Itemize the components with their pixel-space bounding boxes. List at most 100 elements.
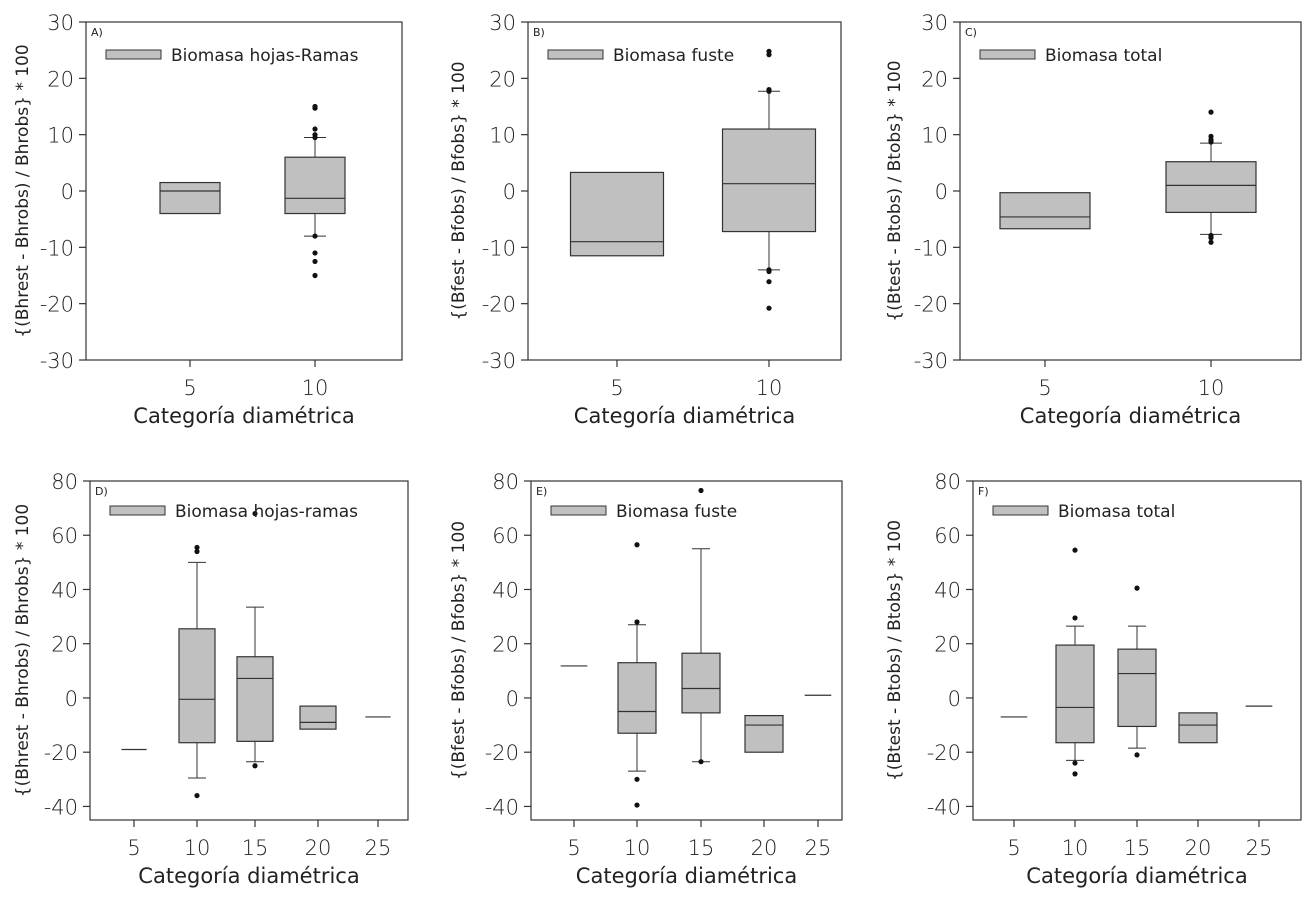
- y-tick-label: -20: [44, 741, 78, 765]
- outlier-point: [698, 487, 704, 494]
- legend-label: Biomasa total: [1045, 46, 1162, 66]
- y-tick-label: -30: [482, 349, 516, 373]
- box-15: [1117, 585, 1157, 758]
- outlier-point: [1072, 615, 1078, 621]
- y-tick-label: 20: [492, 633, 519, 657]
- box-body: [178, 628, 216, 744]
- y-tick-label: 60: [934, 524, 961, 548]
- x-tick-label: 5: [1038, 376, 1051, 400]
- y-axis-label: {(Bhrest - Bhrobs) / Bhrobs} * 100: [13, 504, 33, 797]
- box-body: [999, 192, 1091, 230]
- legend-label: Biomasa total: [1058, 502, 1175, 522]
- x-tick-label: 25: [1246, 836, 1273, 860]
- outlier-point: [312, 233, 318, 239]
- y-tick-label: 80: [492, 470, 519, 494]
- legend-swatch: [979, 49, 1036, 60]
- chart-panel-f: -40 -20 0 20 40 60 80 5 10 15 20 25 F) Biomasa total C…: [885, 470, 1302, 888]
- y-tick-label: 20: [934, 633, 961, 657]
- y-tick-label: -40: [927, 795, 961, 819]
- x-axis-label: Categoría diamétrica: [576, 864, 797, 888]
- outlier-point: [698, 759, 704, 765]
- legend-label: Biomasa hojas-ramas: [175, 502, 358, 522]
- box-body: [1165, 161, 1257, 214]
- y-tick-label: -40: [485, 795, 519, 819]
- x-tick-label: 15: [688, 836, 715, 860]
- outlier-point: [766, 305, 772, 311]
- y-tick-label: 80: [51, 470, 78, 494]
- chart-panel-e: -40 -20 0 20 40 60 80 5 10 15 20 25 E) Biomasa fuste C…: [449, 470, 843, 888]
- box-body: [569, 171, 665, 257]
- outlier-point: [194, 544, 200, 551]
- panel-tag: D): [95, 485, 108, 498]
- x-tick-label: 15: [242, 836, 269, 860]
- plot-frame: [89, 480, 409, 821]
- panel-tag: A): [91, 26, 103, 39]
- outlier-point: [1072, 547, 1078, 553]
- y-tick-label: -10: [482, 236, 516, 260]
- y-tick-label: -20: [914, 293, 948, 317]
- chart-panel-b: -30 -20 -10 0 10 20 30 5 10 B) Biomasa fuste Catego…: [449, 11, 842, 428]
- box-10: [178, 544, 216, 799]
- y-tick-label: 0: [61, 180, 74, 204]
- legend-label: Biomasa hojas-Ramas: [171, 46, 359, 66]
- y-tick-label: 30: [921, 11, 948, 35]
- y-tick-label: -10: [914, 236, 948, 260]
- outlier-point: [312, 105, 318, 111]
- box-body: [617, 662, 657, 734]
- y-tick-label: 80: [934, 470, 961, 494]
- y-tick-label: 0: [948, 687, 961, 711]
- x-axis-label: Categoría diamétrica: [138, 864, 359, 888]
- plot-frame: [530, 480, 843, 821]
- outlier-point: [312, 134, 318, 141]
- y-tick-label: 40: [492, 578, 519, 602]
- x-tick-label: 20: [1185, 836, 1212, 860]
- x-tick-label: 10: [1062, 836, 1089, 860]
- x-tick-label: 25: [805, 836, 832, 860]
- box-5: [159, 181, 221, 215]
- outlier-point: [1208, 235, 1214, 241]
- x-tick-label: 10: [756, 376, 783, 400]
- panel-tag: F): [978, 485, 989, 498]
- x-tick-label: 20: [305, 836, 332, 860]
- box-15: [681, 487, 721, 765]
- x-tick-label: 25: [365, 836, 392, 860]
- box-body: [744, 714, 784, 753]
- x-tick-label: 10: [624, 836, 651, 860]
- box-body: [1178, 712, 1218, 744]
- y-tick-label: -20: [482, 293, 516, 317]
- y-tick-label: 20: [47, 67, 74, 91]
- y-tick-label: -30: [40, 349, 74, 373]
- x-tick-label: 5: [1007, 836, 1020, 860]
- y-tick-label: 60: [51, 524, 78, 548]
- chart-panel-a: -30 -20 -10 0 10 20 30 5 10 A) Biomasa hojas-Ramas…: [13, 11, 403, 428]
- y-tick-label: -30: [914, 349, 948, 373]
- legend-swatch: [550, 505, 607, 516]
- chart-panel-d: -40 -20 0 20 40 60 80 5 10 15 20 25 D) Biomasa hojas-…: [13, 470, 409, 888]
- outlier-point: [766, 52, 772, 58]
- y-tick-label: 20: [489, 67, 516, 91]
- outlier-point: [1208, 139, 1214, 145]
- outlier-point: [312, 272, 318, 279]
- box-10: [1055, 547, 1095, 777]
- box-body: [1055, 644, 1095, 744]
- y-tick-label: 40: [51, 578, 78, 602]
- y-axis-label: {(Bfest - Bfobs) / Bfobs} * 100: [449, 521, 469, 780]
- x-axis-label: Categoría diamétrica: [1020, 404, 1241, 428]
- panel-tag: E): [536, 485, 547, 498]
- panel-tag: C): [965, 26, 977, 39]
- panel-tag: B): [533, 26, 545, 39]
- outlier-point: [766, 268, 772, 275]
- box-5: [999, 192, 1091, 230]
- y-tick-label: 40: [934, 578, 961, 602]
- outlier-point: [312, 258, 318, 265]
- y-tick-label: 10: [921, 124, 948, 148]
- y-tick-label: 30: [47, 11, 74, 35]
- box-body: [721, 128, 817, 233]
- y-tick-label: 0: [935, 180, 948, 204]
- box-body: [159, 181, 221, 215]
- y-tick-label: -20: [485, 741, 519, 765]
- x-tick-label: 5: [610, 376, 623, 400]
- box-20: [299, 705, 337, 730]
- outlier-point: [634, 619, 640, 625]
